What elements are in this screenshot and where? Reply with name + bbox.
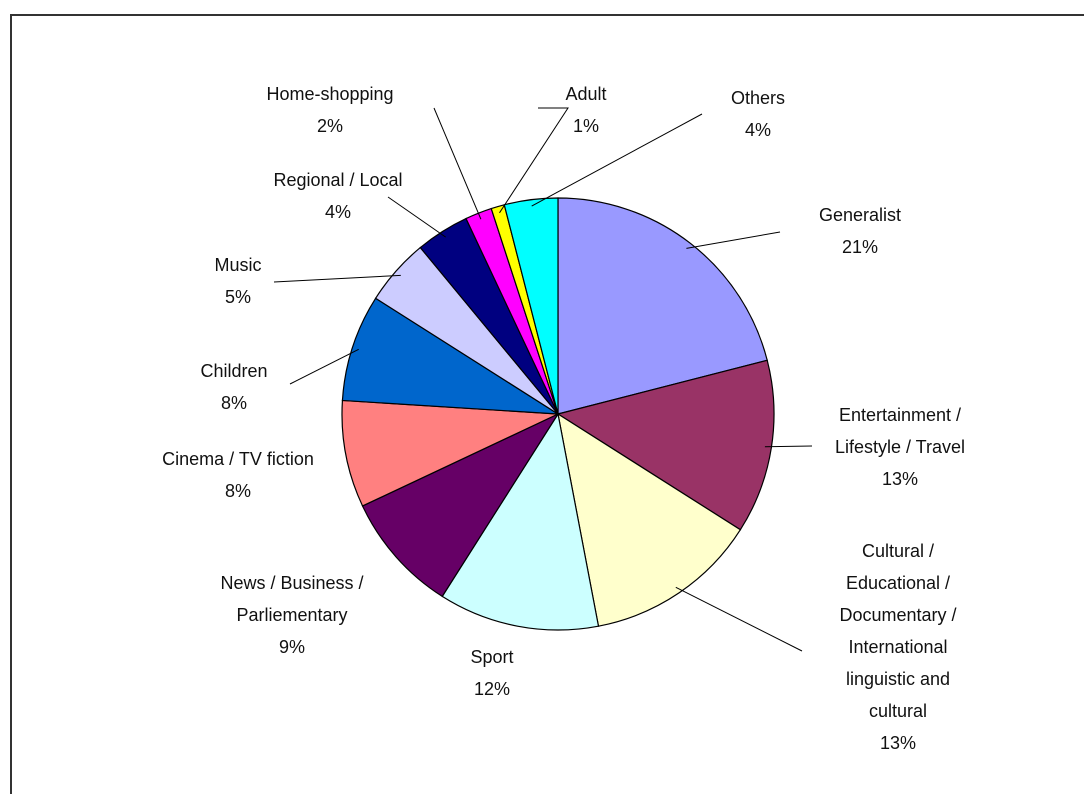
slice-label-music: Music 5% [214,255,261,307]
slice-label-regional-local: Regional / Local 4% [273,170,402,222]
slice-label-generalist: Generalist 21% [819,205,901,257]
slice-label-home-shopping: Home-shopping 2% [266,84,393,136]
pie-slice-cinema-tv-fiction [341,399,559,507]
slice-percent-label: 1% [573,116,599,136]
slice-percent-label: 9% [279,637,305,657]
leader-line-adult [499,107,569,214]
leader-line-music [273,274,401,283]
leader-line-cultural-educational-documentary-international-linguistic-and-cultural [675,586,803,652]
slice-category-label: Children [200,361,267,381]
slice-category-label: Documentary / [839,605,956,625]
slice-category-label: International [848,637,947,657]
slice-percent-label: 13% [882,469,918,489]
slice-category-label: linguistic and [846,669,950,689]
leader-line-others [531,113,703,207]
slice-category-label: Educational / [846,573,950,593]
slice-category-label: Music [214,255,261,275]
slice-category-label: Parliementary [236,605,347,625]
slice-label-cinema-tv-fiction: Cinema / TV fiction 8% [162,449,314,501]
slice-percent-label: 21% [842,237,878,257]
slice-category-label: Adult [565,84,606,104]
pie-chart: Generalist 21% Entertainment / Lifestyle / … [162,84,965,753]
slice-label-news-business-parliementary: News / Business / Parliementary 9% [220,573,363,657]
leader-line-generalist [686,231,781,249]
slice-category-label: Cultural / [862,541,934,561]
pie-slice-cultural-educational-documentary-international-linguistic-and-cultural [557,412,742,627]
leader-line-children [289,348,359,385]
slice-category-label: Lifestyle / Travel [835,437,965,457]
pie-slice-generalist [557,197,768,415]
slice-percent-label: 8% [221,393,247,413]
leader-line-regional-local [387,196,446,238]
leader-line-entertainment-lifestyle-travel [764,445,813,448]
slice-label-children: Children 8% [200,361,267,413]
pie-slice-children [341,297,559,415]
slice-label-adult: Adult 1% [565,84,606,136]
slice-percent-label: 5% [225,287,251,307]
slices-layer [341,197,775,631]
slice-percent-label: 4% [325,202,351,222]
slice-category-label: News / Business / [220,573,363,593]
slice-label-entertainment-lifestyle-travel: Entertainment / Lifestyle / Travel 13% [835,405,965,489]
slice-category-label: Regional / Local [273,170,402,190]
slice-category-label: Generalist [819,205,901,225]
slice-percent-label: 2% [317,116,343,136]
slice-percent-label: 4% [745,120,771,140]
slice-category-label: Cinema / TV fiction [162,449,314,469]
chart-frame: Generalist 21% Entertainment / Lifestyle / … [10,14,1084,794]
pie-slice-sport [441,412,600,631]
slice-category-label: Entertainment / [839,405,961,425]
slice-percent-label: 8% [225,481,251,501]
slice-category-label: Others [731,88,785,108]
leaders-layer [273,107,813,652]
slice-category-label: Sport [470,647,513,667]
pie-slice-news-business-parliementary [361,412,560,598]
slice-label-sport: Sport 12% [470,647,513,699]
labels-layer: Generalist 21% Entertainment / Lifestyle / … [162,84,965,753]
slice-label-others: Others 4% [731,88,785,140]
slice-category-label: cultural [869,701,927,721]
slice-percent-label: 13% [880,733,916,753]
pie-slice-entertainment-lifestyle-travel [556,359,775,531]
slice-category-label: Home-shopping [266,84,393,104]
slice-label-cultural-educational-documentary-international-linguistic-and-cultural: Cultural / Educational / Documentary / Inte… [839,541,956,753]
leader-line-home-shopping [433,107,482,220]
slice-percent-label: 12% [474,679,510,699]
